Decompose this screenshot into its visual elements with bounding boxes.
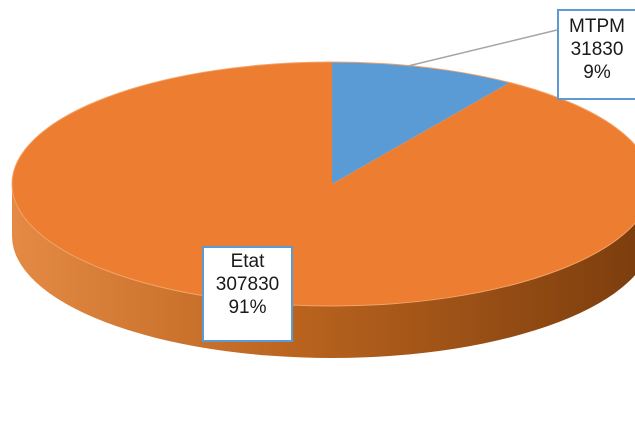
data-label-mtpm-name: MTPM bbox=[569, 16, 625, 37]
pie-top-rim bbox=[11, 61, 635, 307]
pie-side-wall bbox=[12, 184, 635, 358]
data-label-mtpm: MTPM 31830 9% bbox=[557, 9, 635, 100]
pie-slice-mtpm bbox=[332, 62, 510, 184]
data-label-etat-name: Etat bbox=[230, 251, 265, 272]
data-label-etat-value: 307830 bbox=[215, 274, 280, 295]
leader-line-mtpm bbox=[407, 29, 558, 67]
data-label-etat-percent: 91% bbox=[228, 297, 267, 318]
pie-slice-etat bbox=[12, 62, 635, 306]
data-label-mtpm-value: 31830 bbox=[570, 39, 624, 60]
data-label-etat: Etat 307830 91% bbox=[202, 246, 293, 342]
data-label-mtpm-percent: 9% bbox=[583, 62, 611, 83]
